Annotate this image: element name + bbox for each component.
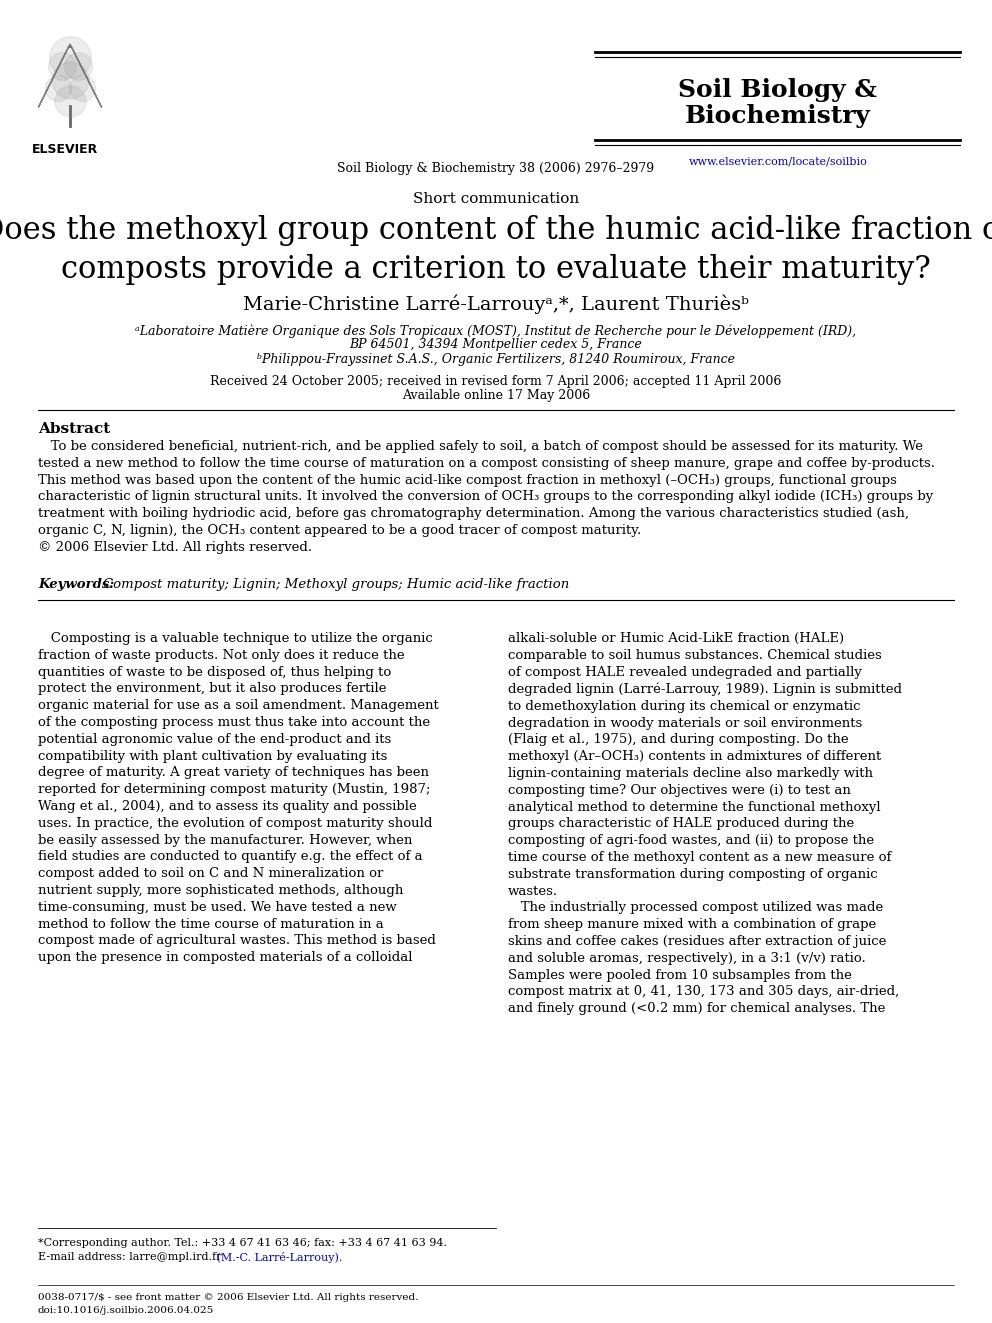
Point	[62, 90, 78, 111]
Text: Keywords:: Keywords:	[38, 578, 119, 591]
Point	[70, 56, 86, 77]
Text: Soil Biology &: Soil Biology &	[679, 78, 878, 102]
Polygon shape	[39, 44, 102, 107]
Text: (M.-C. Larré-Larrouy).: (M.-C. Larré-Larrouy).	[213, 1252, 342, 1263]
Text: Marie-Christine Larré-Larrouyᵃ,*, Laurent Thurièsᵇ: Marie-Christine Larré-Larrouyᵃ,*, Lauren…	[243, 295, 749, 315]
Text: ᵇPhilippou-Frayssinet S.A.S., Organic Fertilizers, 81240 Roumiroux, France: ᵇPhilippou-Frayssinet S.A.S., Organic Fe…	[257, 353, 735, 366]
Text: Received 24 October 2005; received in revised form 7 April 2006; accepted 11 Apr: Received 24 October 2005; received in re…	[210, 374, 782, 388]
Text: E-mail address: larre@mpl.ird.fr: E-mail address: larre@mpl.ird.fr	[38, 1252, 221, 1262]
Text: ELSEVIER: ELSEVIER	[32, 143, 98, 156]
Text: alkali-soluble or Humic Acid-LikE fraction (HALE)
comparable to soil humus subst: alkali-soluble or Humic Acid-LikE fracti…	[508, 632, 902, 1015]
Text: Does the methoxyl group content of the humic acid-like fraction of
composts prov: Does the methoxyl group content of the h…	[0, 216, 992, 286]
Text: Abstract: Abstract	[38, 422, 110, 437]
Text: Composting is a valuable technique to utilize the organic
fraction of waste prod: Composting is a valuable technique to ut…	[38, 632, 438, 964]
Point	[74, 77, 90, 98]
Text: To be considered beneficial, nutrient-rich, and be applied safely to soil, a bat: To be considered beneficial, nutrient-ri…	[38, 441, 935, 554]
Text: Biochemistry: Biochemistry	[685, 105, 871, 128]
Text: 0038-0717/$ - see front matter © 2006 Elsevier Ltd. All rights reserved.: 0038-0717/$ - see front matter © 2006 El…	[38, 1293, 419, 1302]
Text: www.elsevier.com/locate/soilbio: www.elsevier.com/locate/soilbio	[688, 157, 867, 167]
Text: BP 64501, 34394 Montpellier cedex 5, France: BP 64501, 34394 Montpellier cedex 5, Fra…	[349, 337, 643, 351]
Text: *Corresponding author. Tel.: +33 4 67 41 63 46; fax: +33 4 67 41 63 94.: *Corresponding author. Tel.: +33 4 67 41…	[38, 1238, 447, 1248]
Point	[62, 69, 78, 90]
Point	[62, 46, 78, 67]
Text: Available online 17 May 2006: Available online 17 May 2006	[402, 389, 590, 402]
Text: ᵃLaboratoire Matière Organique des Sols Tropicaux (MOST), Institut de Recherche : ᵃLaboratoire Matière Organique des Sols …	[136, 325, 856, 339]
Point	[55, 56, 70, 77]
Text: Short communication: Short communication	[413, 192, 579, 206]
Text: Compost maturity; Lignin; Methoxyl groups; Humic acid-like fraction: Compost maturity; Lignin; Methoxyl group…	[103, 578, 569, 591]
Point	[51, 77, 66, 98]
Text: doi:10.1016/j.soilbio.2006.04.025: doi:10.1016/j.soilbio.2006.04.025	[38, 1306, 214, 1315]
Text: Soil Biology & Biochemistry 38 (2006) 2976–2979: Soil Biology & Biochemistry 38 (2006) 29…	[337, 161, 655, 175]
